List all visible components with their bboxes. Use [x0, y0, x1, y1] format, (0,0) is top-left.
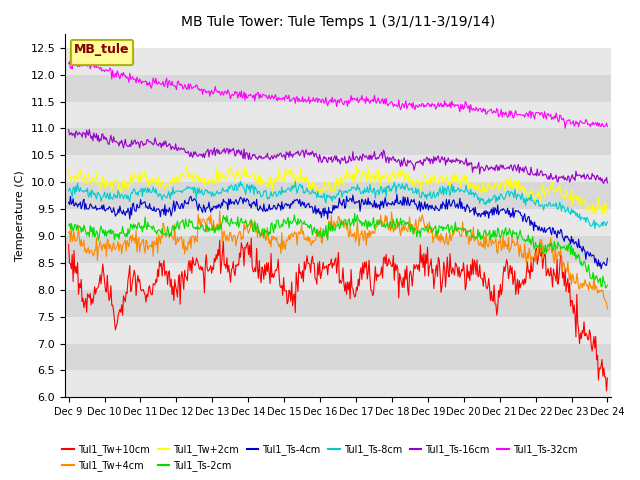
Bar — [65, 129, 611, 156]
Bar — [65, 371, 611, 397]
Bar — [65, 209, 611, 236]
Legend:  — [70, 40, 132, 65]
Legend: Tul1_Tw+10cm, Tul1_Tw+4cm, Tul1_Tw+2cm, Tul1_Ts-2cm, Tul1_Ts-4cm, Tul1_Ts-8cm, T: Tul1_Tw+10cm, Tul1_Tw+4cm, Tul1_Tw+2cm, … — [59, 441, 581, 475]
Bar — [65, 156, 611, 182]
Bar — [65, 344, 611, 371]
Y-axis label: Temperature (C): Temperature (C) — [15, 170, 25, 261]
Title: MB Tule Tower: Tule Temps 1 (3/1/11-3/19/14): MB Tule Tower: Tule Temps 1 (3/1/11-3/19… — [181, 15, 495, 29]
Bar — [65, 48, 611, 75]
Bar — [65, 236, 611, 263]
Bar — [65, 290, 611, 317]
Bar — [65, 75, 611, 102]
Bar — [65, 182, 611, 209]
Bar — [65, 317, 611, 344]
Bar — [65, 102, 611, 129]
Bar — [65, 263, 611, 290]
